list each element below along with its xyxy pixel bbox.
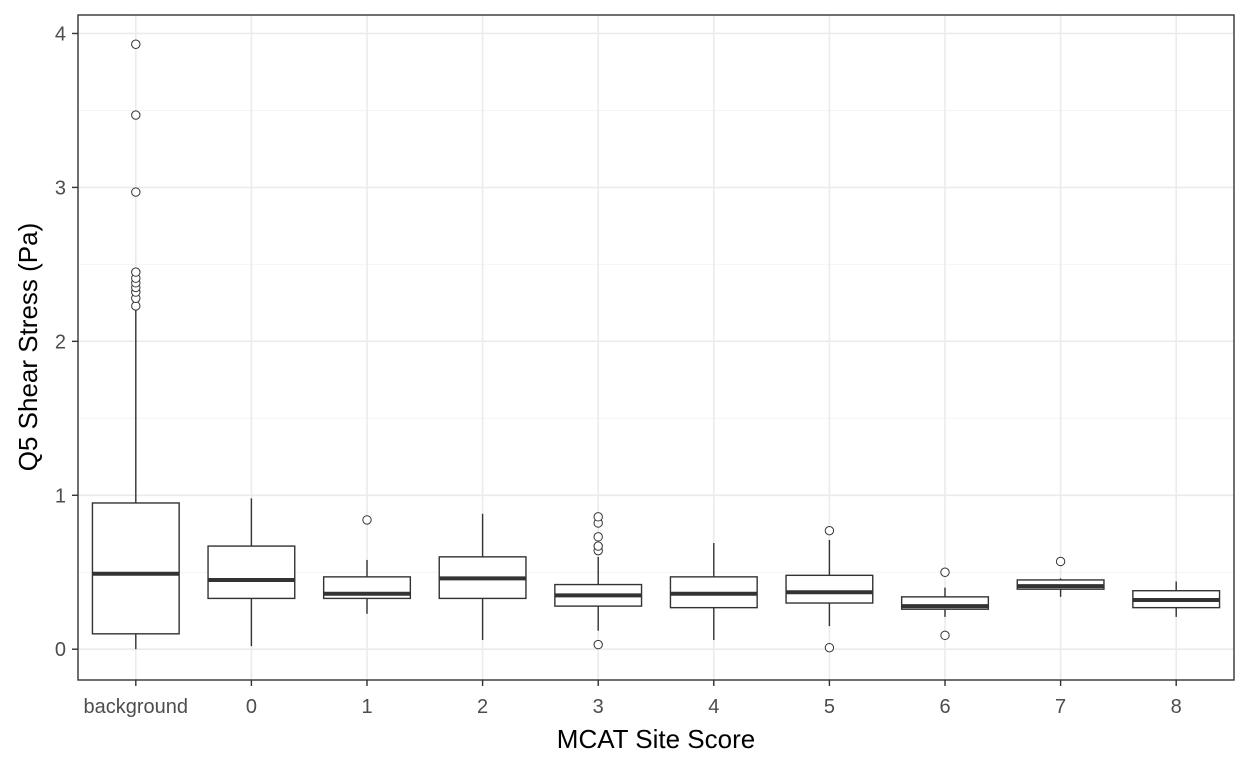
x-tick-label: 2 xyxy=(477,696,488,718)
outlier-point xyxy=(131,267,141,277)
box-iqr xyxy=(207,545,296,600)
outlier-point xyxy=(593,541,603,551)
box-group-3 xyxy=(554,512,643,650)
outlier-point xyxy=(1055,556,1066,567)
box-group-8 xyxy=(1132,581,1221,617)
outlier-point xyxy=(593,532,603,542)
x-axis-title: MCAT Site Score xyxy=(557,724,755,754)
outlier-point xyxy=(131,187,141,197)
x-tick-label: 0 xyxy=(246,696,257,718)
outlier-point xyxy=(131,301,141,311)
box-iqr xyxy=(91,502,180,635)
box-group-2 xyxy=(438,513,527,640)
outlier-point xyxy=(131,39,141,49)
y-tick-label: 1 xyxy=(55,485,66,507)
x-tick-label: 3 xyxy=(593,696,604,718)
box-group-background xyxy=(91,39,180,650)
box-group-7 xyxy=(1016,556,1105,597)
outlier-point xyxy=(824,525,835,536)
y-axis-title: Q5 Shear Stress (Pa) xyxy=(13,223,43,472)
box-group-1 xyxy=(322,515,412,614)
box-group-5 xyxy=(785,525,874,653)
axes: 0 1 2 3 4 background 0 1 2 3 4 5 6 7 8 xyxy=(55,23,1182,718)
outlier-point xyxy=(940,630,950,641)
outlier-point xyxy=(940,567,950,577)
outlier-point xyxy=(593,639,603,650)
x-tick-label: 4 xyxy=(708,696,719,718)
x-tick-label: background xyxy=(84,696,189,718)
box-iqr xyxy=(785,574,874,604)
outlier-point xyxy=(131,110,141,120)
y-tick-label: 4 xyxy=(55,23,66,45)
box-group-0 xyxy=(207,498,296,647)
outlier-point xyxy=(824,642,835,653)
y-tick-label: 3 xyxy=(55,177,66,199)
x-tick-label: 1 xyxy=(361,696,372,718)
box-group-6 xyxy=(900,567,990,641)
y-tick-label: 2 xyxy=(55,331,66,353)
x-tick-label: 8 xyxy=(1171,696,1182,718)
y-tick-label: 0 xyxy=(55,639,66,661)
panel-border xyxy=(77,14,1235,681)
boxes xyxy=(91,39,1221,653)
x-tick-label: 5 xyxy=(824,696,835,718)
outlier-point xyxy=(593,512,603,522)
box-group-4 xyxy=(669,542,758,640)
x-tick-label: 6 xyxy=(939,696,950,718)
outlier-point xyxy=(362,515,372,525)
x-tick-label: 7 xyxy=(1055,696,1066,718)
